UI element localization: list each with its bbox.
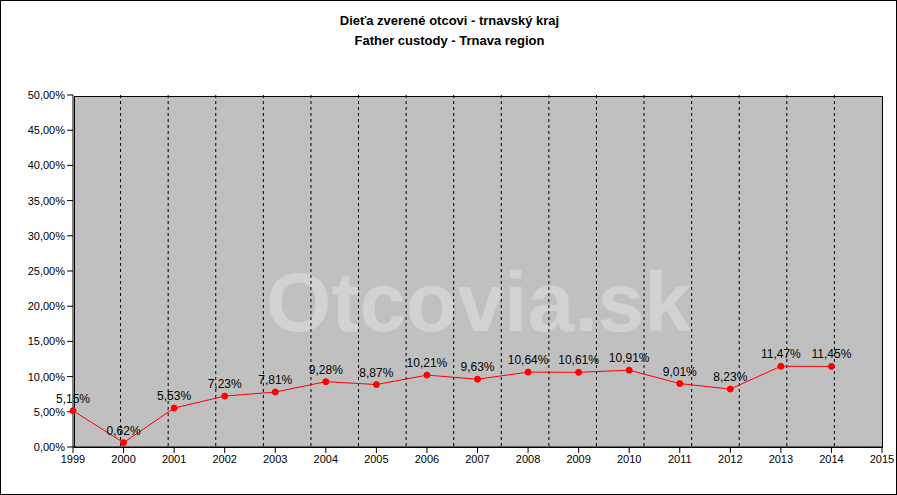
- svg-text:5,00%: 5,00%: [34, 406, 65, 418]
- html-text:Father custody - Trnava region: Father custody - Trnava region: [354, 33, 545, 48]
- svg-text:15,00%: 15,00%: [28, 335, 66, 347]
- svg-text:8,87%: 8,87%: [359, 366, 393, 380]
- svg-text:2002: 2002: [212, 453, 236, 465]
- svg-text:2000: 2000: [111, 453, 135, 465]
- svg-text:2003: 2003: [263, 453, 287, 465]
- svg-text:8,23%: 8,23%: [713, 370, 747, 384]
- svg-text:40,00%: 40,00%: [28, 159, 66, 171]
- svg-text:9,01%: 9,01%: [663, 365, 697, 379]
- svg-text:5,53%: 5,53%: [157, 389, 191, 403]
- svg-text:2008: 2008: [516, 453, 540, 465]
- svg-text:9,63%: 9,63%: [460, 360, 494, 374]
- svg-text:7,81%: 7,81%: [258, 373, 292, 387]
- svg-text:10,00%: 10,00%: [28, 371, 66, 383]
- svg-text:7,23%: 7,23%: [208, 377, 242, 391]
- svg-text:2010: 2010: [617, 453, 641, 465]
- svg-text:11,45%: 11,45%: [812, 347, 852, 361]
- svg-text:10,64%: 10,64%: [508, 353, 549, 367]
- svg-text:2014: 2014: [819, 453, 843, 465]
- svg-text:20,00%: 20,00%: [28, 300, 66, 312]
- svg-text:2004: 2004: [314, 453, 338, 465]
- svg-text:35,00%: 35,00%: [28, 195, 66, 207]
- svg-text:10,61%: 10,61%: [558, 353, 599, 367]
- svg-text:45,00%: 45,00%: [28, 124, 66, 136]
- svg-text:0,00%: 0,00%: [34, 441, 65, 453]
- svg-text:10,91%: 10,91%: [609, 351, 650, 365]
- svg-text:2005: 2005: [364, 453, 388, 465]
- svg-text:2007: 2007: [465, 453, 489, 465]
- svg-text:2006: 2006: [415, 453, 439, 465]
- svg-text:2011: 2011: [668, 453, 692, 465]
- svg-text:2013: 2013: [769, 453, 793, 465]
- svg-text:9,28%: 9,28%: [309, 363, 343, 377]
- html-text:Dieťa zverené otcovi - trnavsk: Dieťa zverené otcovi - trnavský kraj: [339, 13, 560, 28]
- svg-text:0,62%: 0,62%: [107, 424, 141, 438]
- svg-text:2001: 2001: [162, 453, 186, 465]
- svg-text:10,21%: 10,21%: [407, 356, 448, 370]
- svg-text:30,00%: 30,00%: [28, 230, 66, 242]
- svg-text:2009: 2009: [566, 453, 590, 465]
- svg-text:2012: 2012: [718, 453, 742, 465]
- svg-text:5,15%: 5,15%: [56, 392, 90, 406]
- svg-text:1999: 1999: [61, 453, 85, 465]
- svg-text:11,47%: 11,47%: [761, 347, 801, 361]
- svg-text:50,00%: 50,00%: [28, 89, 66, 101]
- svg-text:2015: 2015: [870, 453, 889, 465]
- html-text:Otcovia.sk: Otcovia.sk: [266, 254, 691, 349]
- svg-text:25,00%: 25,00%: [28, 265, 66, 277]
